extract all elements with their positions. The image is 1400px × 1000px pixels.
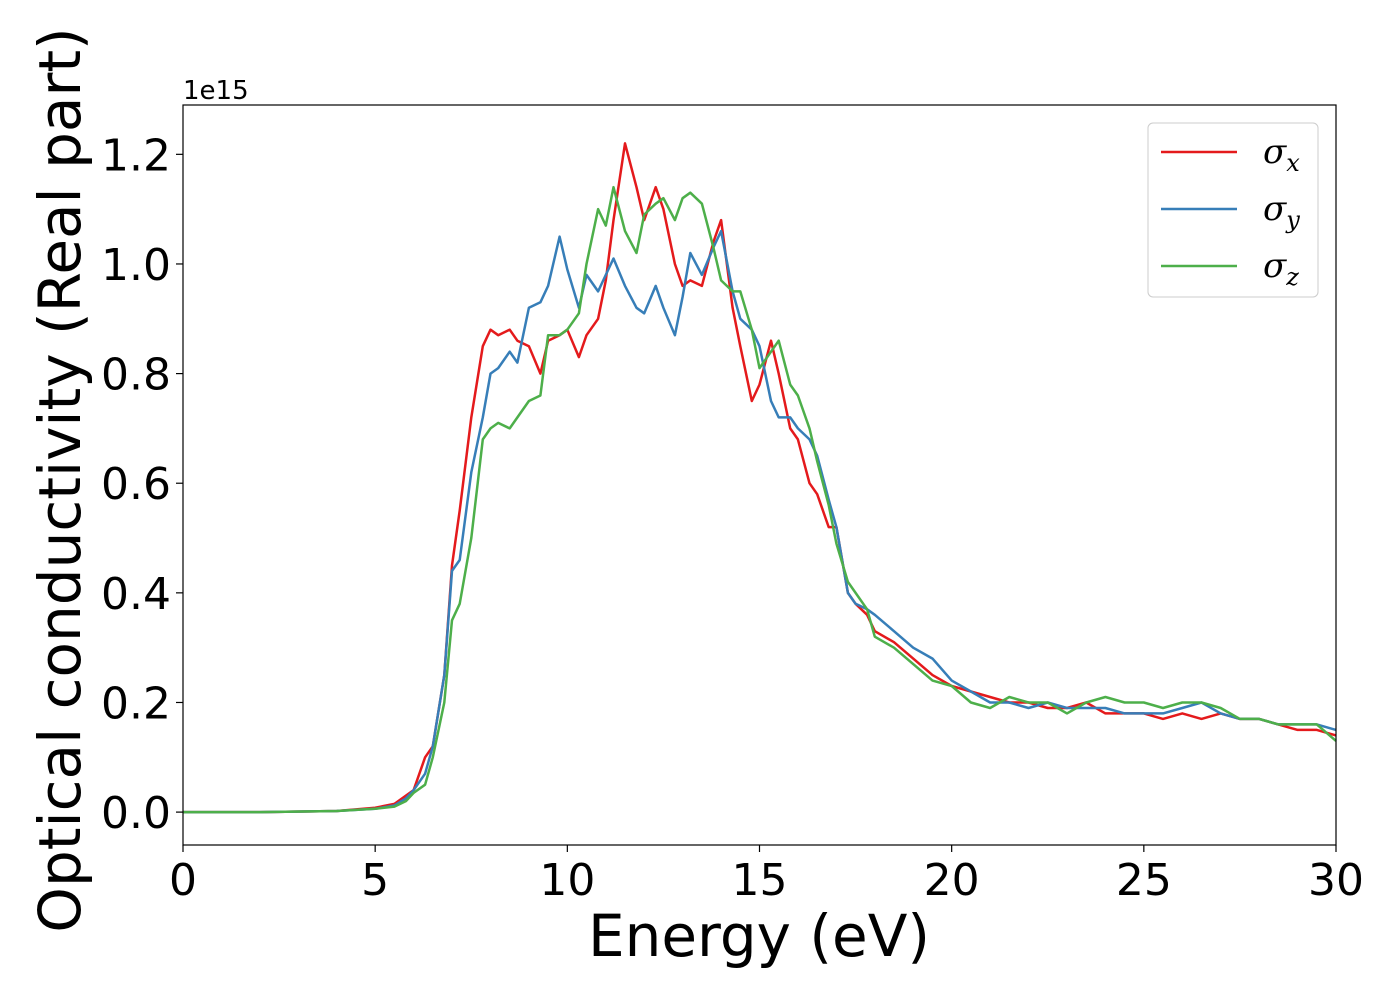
legend-label-subscript: z	[1285, 263, 1299, 291]
series-line-z	[183, 185, 1337, 814]
legend-label-x: σx	[1263, 132, 1300, 177]
legend-label-y: σy	[1263, 189, 1300, 234]
x-tick-label: 30	[1308, 855, 1364, 906]
x-tick-label: 15	[732, 855, 788, 906]
y-tick-label: 0.8	[101, 350, 171, 401]
x-axis-ticks: 0 5 10 15 20 25 30	[169, 845, 1364, 906]
legend-label-subscript: y	[1285, 206, 1300, 234]
x-tick-label: 25	[1116, 855, 1172, 906]
legend-label-subscript: x	[1286, 149, 1300, 177]
legend-label-base: σ	[1263, 132, 1287, 172]
y-tick-label: 1.0	[101, 240, 171, 291]
legend-label-z: σz	[1263, 246, 1299, 291]
y-axis-title: Optical conductivity (Real part)	[26, 27, 94, 932]
y-tick-label: 0.4	[101, 569, 171, 620]
y-tick-label: 0.0	[101, 788, 171, 839]
y-offset-label: 1e15	[183, 76, 249, 106]
x-tick-label: 0	[169, 855, 197, 906]
series-layer	[183, 142, 1337, 814]
y-tick-label: 0.6	[101, 459, 171, 510]
x-tick-label: 5	[361, 855, 389, 906]
y-axis-ticks: 0.0 0.2 0.4 0.6 0.8 1.0 1.2	[101, 130, 183, 839]
legend-label-base: σ	[1263, 189, 1287, 229]
y-tick-label: 1.2	[101, 130, 171, 181]
y-tick-label: 0.2	[101, 678, 171, 729]
x-axis-title: Energy (eV)	[588, 902, 930, 970]
x-tick-label: 10	[539, 855, 595, 906]
x-tick-label: 20	[924, 855, 980, 906]
legend-label-base: σ	[1263, 246, 1287, 286]
